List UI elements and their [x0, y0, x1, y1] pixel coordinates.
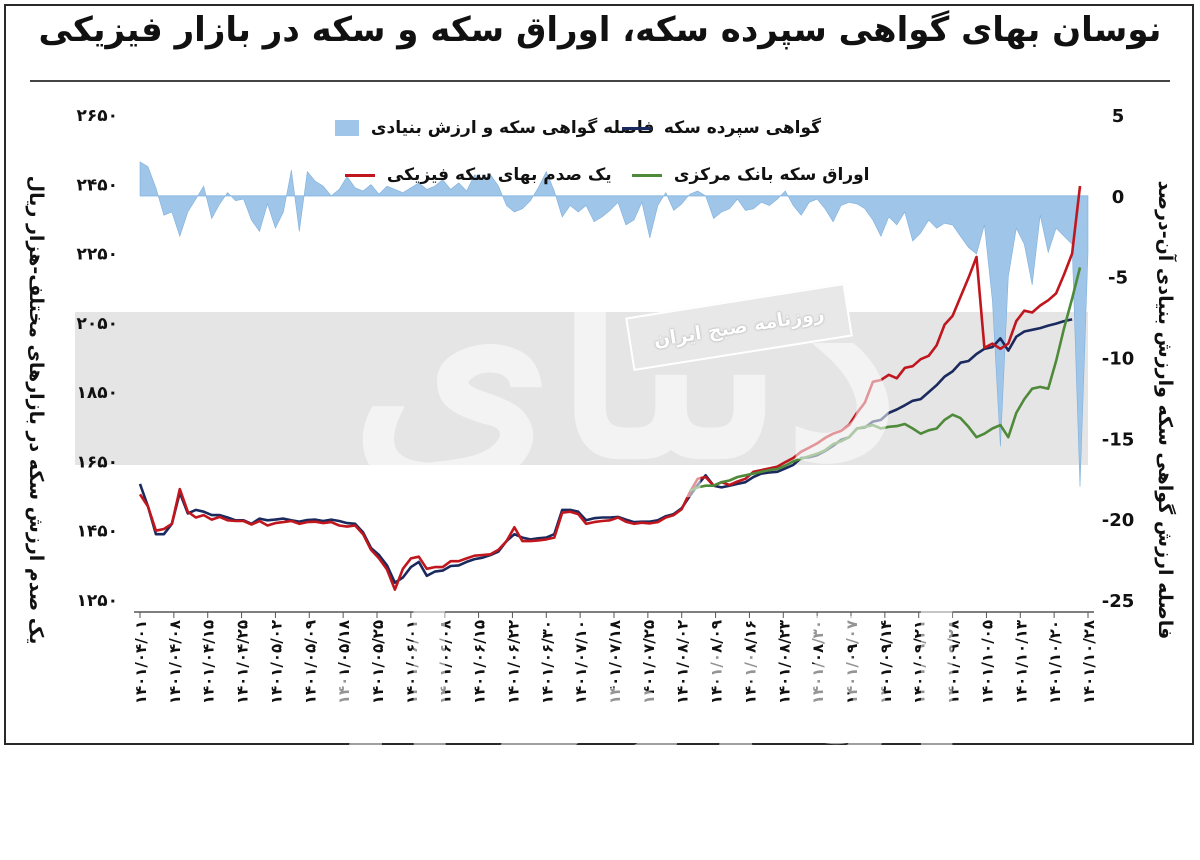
axis-layer: ۲۶۵۰ ۲۴۵۰ ۲۲۵۰ ۲۰۵۰ ۱۸۵۰ ۱۶۵۰ ۱۴۵۰ ۱۲۵۰ 5 0 -5 -10 -… [76, 106, 1134, 704]
legend-certificate-swatch [622, 126, 652, 130]
y-right-tick-label: -5 [1108, 268, 1128, 289]
x-tick-label: ۱۴۰۱/۰۶/۰۱ [403, 620, 421, 704]
y-left-tick-label: ۲۰۵۰ [76, 314, 118, 334]
x-tick-label: ۱۴۰۱/۰۸/۱۶ [741, 620, 759, 704]
x-tick-label: ۱۴۰۱/۰۹/۱۴ [877, 620, 895, 704]
watermark-logo: دنیای اقتصاد [277, 212, 982, 847]
legend-bonds: اوراق سکه بانک مرکزی [632, 165, 870, 185]
x-tick-label: ۱۴۰۱/۰۸/۰۹ [708, 620, 726, 704]
x-tick-label: ۱۴۰۱/۱۰/۰۵ [978, 620, 996, 704]
y-right-tick-label: -10 [1102, 349, 1135, 370]
x-tick-label: ۱۴۰۱/۰۴/۰۱ [132, 620, 150, 704]
watermark-band [75, 312, 1088, 465]
physical-coin-line [138, 185, 1082, 591]
x-tick-label: ۱۴۰۱/۱۰/۲۰ [1046, 620, 1064, 704]
series-lines-layer [138, 185, 1082, 591]
x-tick-label: ۱۴۰۱/۰۶/۲۲ [504, 620, 522, 704]
gap-area [139, 161, 1089, 487]
y-left-tick-label: ۲۴۵۰ [76, 175, 118, 195]
legend-physical: یک صدم بهای سکه فیزیکی [345, 165, 612, 185]
legend-gap-swatch [335, 120, 359, 136]
y-left-tick-label: ۱۴۵۰ [76, 522, 118, 542]
y-right-tick-label: -15 [1102, 429, 1135, 450]
chart-canvas: ۲۶۵۰ ۲۴۵۰ ۲۲۵۰ ۲۰۵۰ ۱۸۵۰ ۱۶۵۰ ۱۴۵۰ ۱۲۵۰ 5 0 -5 -10 -… [76, 106, 1134, 704]
legend-physical-label: یک صدم بهای سکه فیزیکی [386, 165, 612, 185]
x-tick-label: ۱۴۰۱/۰۸/۳۰ [809, 620, 827, 704]
y-right-tick-label: 5 [1112, 106, 1125, 127]
gap-area-layer [139, 161, 1089, 487]
x-tick-label: ۱۴۰۱/۰۶/۱۵ [471, 620, 489, 704]
legend-gap: فاصله گواهی سکه و ارزش بنیادی [335, 118, 654, 138]
y-left-tick-label: ۱۲۵۰ [76, 591, 118, 611]
x-tick-label: ۱۴۰۱/۰۵/۰۲ [267, 620, 285, 704]
y-left-tick-label: ۲۲۵۰ [76, 245, 118, 265]
x-tick-label: ۱۴۰۱/۰۵/۲۵ [369, 620, 387, 704]
x-tick-label: ۱۴۰۱/۰۹/۲۱ [911, 620, 929, 704]
x-tick-label: ۱۴۰۱/۱۰/۲۸ [1080, 620, 1098, 704]
y-left-tick-label: ۱۶۵۰ [76, 452, 118, 472]
x-tick-label: ۱۴۰۱/۰۹/۲۸ [945, 620, 963, 704]
legend-gap-label: فاصله گواهی سکه و ارزش بنیادی [370, 118, 655, 138]
legend-bonds-label: اوراق سکه بانک مرکزی [673, 165, 870, 185]
x-tick-label: ۱۴۰۱/۱۰/۱۳ [1012, 620, 1030, 704]
y-left-tick-label: ۲۶۵۰ [76, 106, 118, 126]
x-tick-label: ۱۴۰۱/۰۵/۱۸ [335, 620, 353, 704]
title-divider [30, 80, 1170, 82]
x-tick-label: ۱۴۰۱/۰۴/۱۵ [200, 620, 218, 704]
x-tick-label: ۱۴۰۱/۰۷/۲۵ [640, 620, 658, 704]
legend-physical-swatch [345, 173, 375, 177]
y-axis-right-label: فاصله ارزش گواهی سکه وارزش بنیادی آن-درص… [1154, 180, 1176, 640]
y-right-tick-label: 0 [1112, 187, 1125, 208]
x-tick-label: ۱۴۰۱/۰۵/۰۹ [301, 620, 319, 704]
legend-bonds-swatch [632, 173, 662, 177]
x-tick-label: ۱۴۰۱/۰۸/۰۲ [674, 620, 692, 704]
x-tick-label: ۱۴۰۱/۰۴/۰۸ [166, 620, 184, 704]
x-tick-label: ۱۴۰۱/۰۴/۲۵ [234, 620, 252, 704]
y-right-tick-label: -20 [1102, 510, 1135, 531]
chart-title: نوسان بهای گواهی سپرده سکه، اوراق سکه و … [38, 10, 1162, 50]
x-tick-label: ۱۴۰۱/۰۷/۱۰ [572, 620, 590, 704]
x-tick-label: ۱۴۰۱/۰۷/۱۸ [606, 620, 624, 704]
legend-certificate-label: گواهی سپرده سکه [663, 118, 822, 138]
certificate-line [138, 318, 1073, 584]
x-tick-label: ۱۴۰۱/۰۸/۲۳ [775, 620, 793, 704]
x-tick-label: ۱۴۰۱/۰۶/۰۸ [437, 620, 455, 704]
x-tick-label: ۱۴۰۱/۰۶/۳۰ [538, 620, 556, 704]
bonds-line [689, 267, 1082, 493]
y-left-tick-label: ۱۸۵۰ [76, 383, 118, 403]
x-tick-label: ۱۴۰۱/۰۹/۰۷ [843, 620, 861, 704]
y-axis-left-label: یک صدم ارزش سکه در بازارهای مختلف-هزار ر… [25, 175, 47, 645]
legend-certificate: گواهی سپرده سکه [622, 118, 821, 138]
y-right-tick-label: -25 [1102, 591, 1135, 612]
